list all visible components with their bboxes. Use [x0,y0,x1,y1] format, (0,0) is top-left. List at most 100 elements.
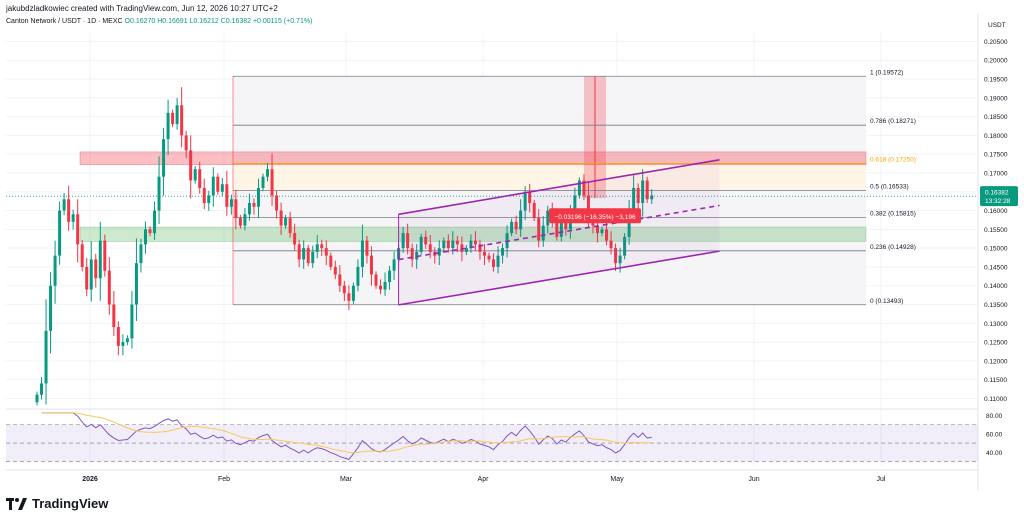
time-label: Apr [478,476,490,483]
candle [514,221,518,230]
fib-level-label: 0.618 (0.17250) [870,157,916,164]
candle [125,338,129,343]
candles [35,87,654,406]
candle [238,218,242,226]
candle [198,169,202,188]
candle [266,169,270,177]
candle [166,112,170,140]
candle [49,285,53,331]
candle [207,195,211,204]
tradingview-logo-icon [6,497,27,510]
candle [98,240,102,279]
candle [573,195,577,211]
price-tick-label: 0.14000 [984,283,1008,290]
last-price-badge [980,186,1018,207]
candle [80,244,84,267]
candle [153,210,157,234]
candle [143,229,147,245]
candle [338,274,342,286]
candle [406,233,410,249]
candle [311,251,315,264]
candle [365,240,369,256]
measure-label-bg [549,208,641,224]
candle [112,304,116,328]
fib-level-label: 0.5 (0.16533) [870,184,909,191]
candle [614,248,618,264]
candle [496,255,500,267]
candle [261,176,265,188]
fib-level-label: 1 (0.19572) [870,69,903,76]
candle [175,105,179,125]
candle [347,293,351,301]
fib-golden-band [233,163,866,191]
candle [351,285,355,301]
candle [324,248,328,256]
rsi-tick-label: 60.00 [986,431,1003,438]
candle [184,135,188,151]
creator-line: jakubdzladkowiec created with TradingVie… [6,4,278,13]
candle [67,199,71,222]
candle [288,218,292,234]
candle [220,184,224,192]
candle [202,187,206,204]
fib-level-label: 0 (0.13493) [870,298,903,305]
candle [189,150,193,181]
tradingview-wordmark: TradingView [32,496,109,511]
channel-mid-line [398,204,720,261]
candle [577,180,581,196]
candle [256,187,260,207]
candle [243,214,247,226]
candle [645,180,649,200]
price-tick-label: 0.17500 [984,152,1008,159]
tradingview-logo[interactable]: TradingView [6,496,108,511]
price-tick-label: 0.19000 [984,95,1008,102]
countdown-label: 13:32:28 [985,198,1011,205]
support-zone [79,226,867,242]
candle [53,255,57,286]
candle [333,266,337,275]
candle [383,281,387,290]
candle [582,180,586,196]
candle [546,210,550,226]
candle [442,240,446,249]
candle [369,255,373,275]
candle [636,187,640,204]
candle [107,270,111,305]
candle [564,221,568,230]
candle [595,225,599,234]
currency-label: USDT [988,22,1006,29]
candle [89,259,93,290]
candle [650,195,654,200]
candle [528,191,532,204]
candle [180,105,184,136]
time-label: Jul [877,476,886,483]
price-axis: USDT 0.20500 0.20000 0.19500 0.19000 0.18500 0… [977,14,1018,490]
candle [482,251,486,256]
candle [424,236,428,245]
symbol-name[interactable]: Canton Network / USDT · 1D · MEXC [6,18,123,25]
candle [247,203,251,215]
candle [297,244,301,260]
ohlc-values: O0.16270 H0.16691 L0.16212 C0.16382 +0.0… [124,18,313,25]
price-tick-label: 0.14500 [984,264,1008,271]
candle [541,225,545,241]
price-tick-label: 0.18000 [984,133,1008,140]
candle [537,218,541,241]
candle [641,180,645,204]
candle [379,285,383,290]
candle [306,248,310,264]
time-axis: 2026 Feb Mar Apr May Jun Jul [6,469,978,483]
candle [279,210,283,226]
candle [492,259,496,267]
candle [315,244,319,252]
candle [478,244,482,252]
candle [446,240,450,249]
candle [600,229,604,234]
price-tick-label: 0.18500 [984,114,1008,121]
candle [284,218,288,226]
candle [473,240,477,245]
fib-level-label: 0.382 (0.15815) [870,210,916,217]
candle [58,210,62,256]
